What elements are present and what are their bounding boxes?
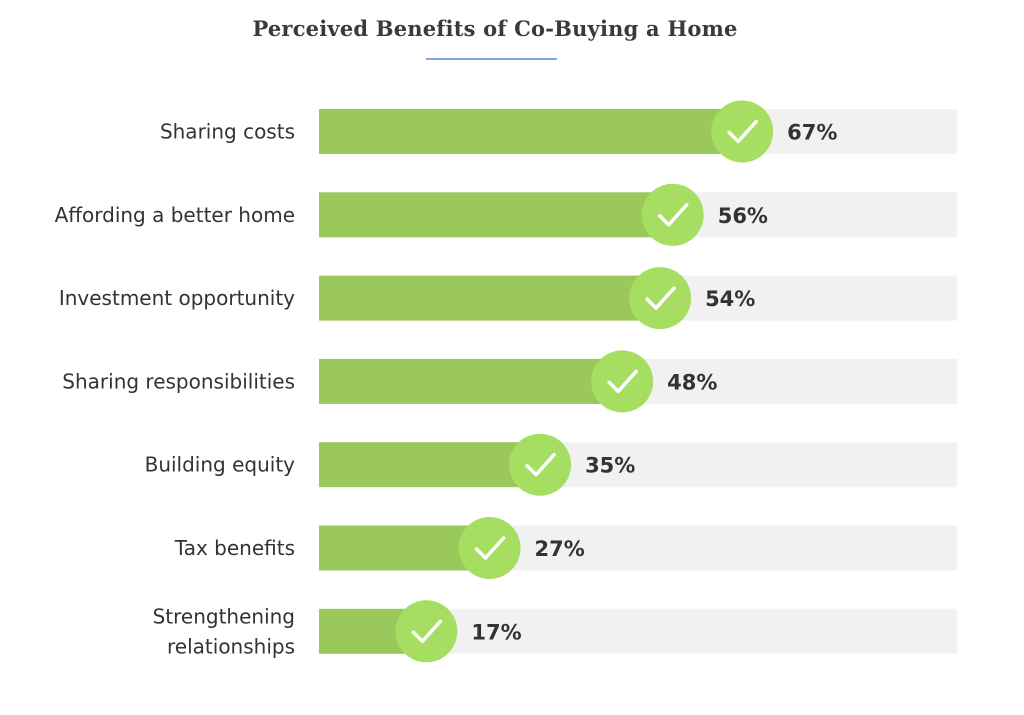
marker-circle: [458, 517, 521, 579]
marker-circle: [509, 433, 572, 496]
bar-row: 54% Investment opportunity: [59, 267, 957, 330]
category-label: Strengthening: [153, 604, 295, 628]
value-label: 67%: [787, 121, 837, 145]
bar: [319, 109, 743, 154]
check-glyph: [474, 536, 506, 560]
category-label: Building equity: [145, 453, 296, 477]
checkmark-circle-icon: [458, 517, 521, 579]
category-label: Sharing costs: [160, 120, 295, 144]
checkmark-circle-icon: [509, 433, 572, 496]
checkmark-circle-icon: [711, 100, 774, 163]
bar: [319, 192, 673, 238]
checkmark-circle-icon: [395, 600, 458, 663]
bar: [319, 358, 623, 404]
category-label: relationships: [167, 634, 295, 658]
bar-row: 17% Strengthening relationships: [153, 600, 957, 663]
checkmark-circle-icon: [629, 267, 692, 330]
bar-row: 35% Building equity: [145, 433, 957, 496]
marker-circle: [591, 350, 654, 413]
check-glyph: [657, 203, 689, 227]
value-label: 56%: [718, 204, 768, 228]
value-label: 54%: [705, 287, 755, 311]
check-glyph: [525, 452, 556, 477]
category-label: Tax benefits: [174, 536, 295, 560]
checkmark-circle-icon: [641, 183, 704, 246]
bar: [319, 442, 541, 488]
marker-circle: [395, 600, 458, 663]
chart-title: Perceived Benefits of Co-Buying a Home: [252, 16, 738, 41]
bar-row: 67% Sharing costs: [160, 100, 957, 163]
value-label: 48%: [667, 370, 717, 394]
check-glyph: [727, 119, 758, 144]
value-label: 17%: [471, 620, 521, 644]
bar: [319, 275, 661, 321]
bar-row: 56% Affording a better home: [55, 183, 957, 246]
title-underline: [426, 58, 557, 60]
marker-circle: [641, 183, 704, 246]
check-glyph: [607, 369, 638, 394]
check-glyph: [645, 286, 676, 310]
bar-row: 27% Tax benefits: [174, 517, 957, 579]
checkmark-circle-icon: [591, 350, 654, 413]
check-glyph: [411, 619, 443, 644]
category-label: Sharing responsibilities: [62, 369, 295, 393]
marker-circle: [711, 100, 774, 163]
category-label: Investment opportunity: [59, 286, 295, 310]
value-label: 35%: [585, 454, 635, 478]
marker-circle: [629, 267, 692, 330]
bar-row: 48% Sharing responsibilities: [62, 350, 957, 413]
category-label: Affording a better home: [55, 203, 295, 227]
value-label: 27%: [535, 537, 585, 561]
